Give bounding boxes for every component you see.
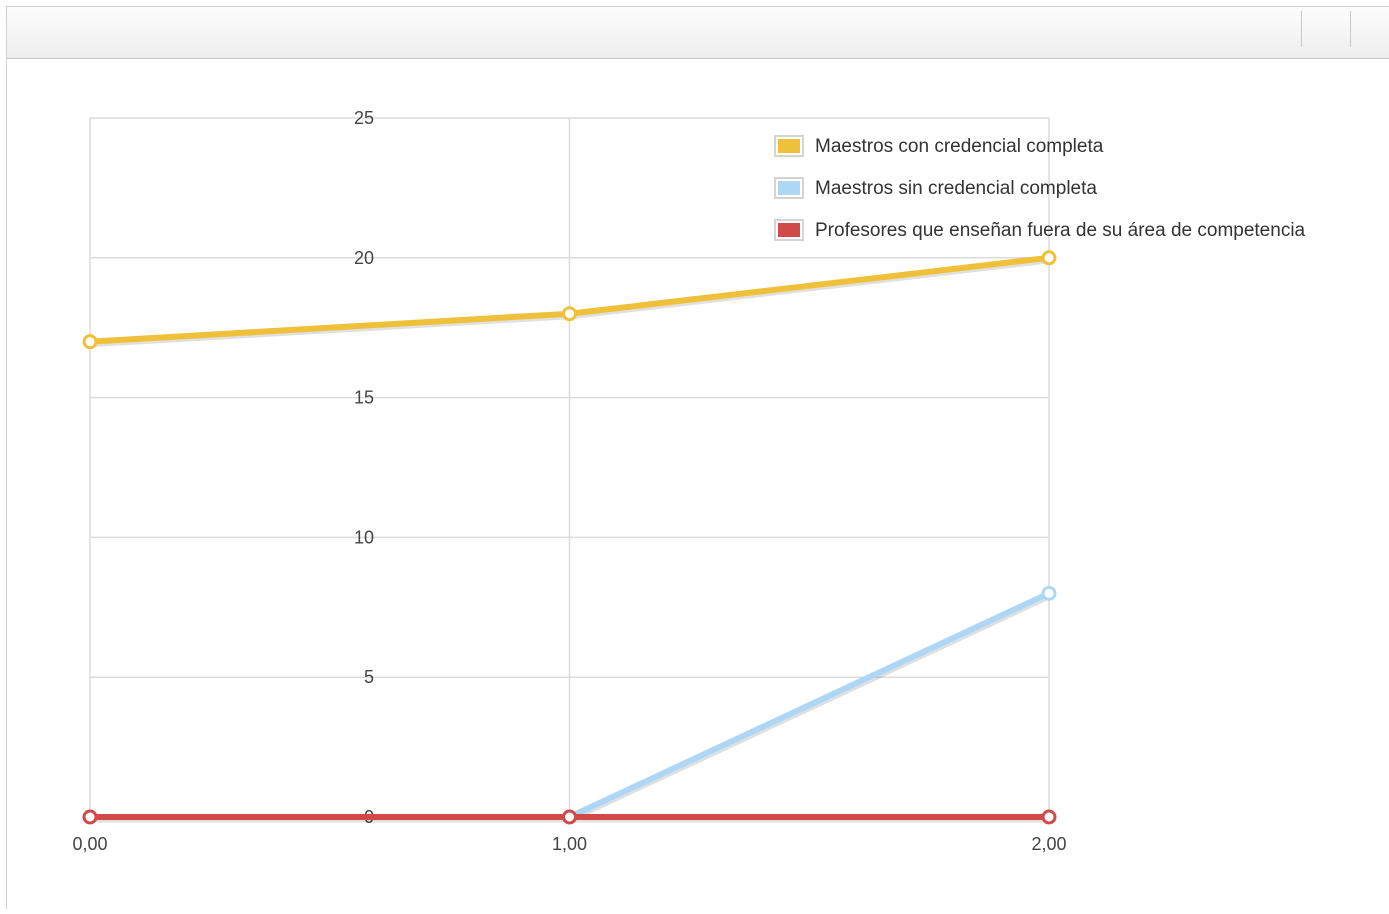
data-point	[1041, 585, 1057, 601]
data-point	[562, 809, 577, 825]
x-tick-label: 1,00	[552, 834, 587, 854]
y-tick-label: 25	[354, 108, 374, 128]
x-tick-label: 2,00	[1031, 834, 1066, 854]
y-tick-label: 15	[354, 388, 374, 408]
y-tick-label: 5	[364, 667, 374, 687]
legend-swatch	[774, 177, 804, 199]
toolbar	[7, 7, 1389, 59]
data-point	[82, 334, 98, 350]
legend-label: Maestros con credencial completa	[815, 136, 1104, 157]
data-point	[1041, 809, 1057, 825]
legend-swatch-fill	[778, 223, 800, 237]
legend-swatch	[774, 135, 804, 157]
legend-label: Profesores que enseñan fuera de su área …	[815, 220, 1306, 241]
legend-swatch	[774, 219, 804, 241]
legend-swatch-fill	[778, 139, 800, 153]
legend-label: Maestros sin credencial completa	[815, 178, 1097, 199]
grid	[89, 117, 1050, 818]
y-tick-label: 20	[354, 248, 374, 268]
toolbar-button-1[interactable]	[1301, 11, 1349, 47]
series	[82, 250, 1057, 825]
y-tick-label: 10	[354, 527, 374, 547]
data-point	[82, 809, 98, 825]
series-line-2	[566, 590, 1052, 820]
data-point	[1041, 250, 1057, 266]
data-point	[562, 306, 577, 322]
x-tick-label: 0,00	[72, 834, 107, 854]
legend-swatch-fill	[778, 181, 800, 195]
toolbar-button-2[interactable]	[1350, 11, 1389, 47]
